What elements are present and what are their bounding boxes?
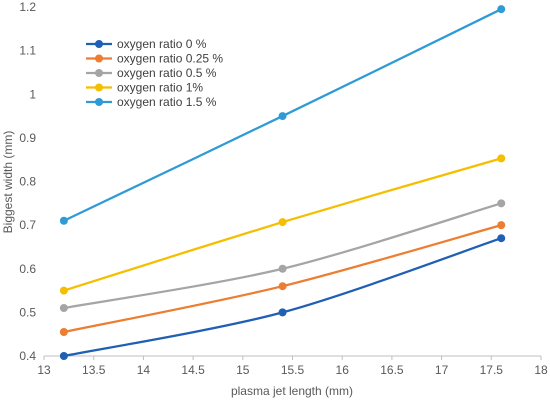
series-group bbox=[59, 234, 506, 360]
data-point bbox=[59, 328, 68, 337]
legend-item: oxygen ratio 0 % bbox=[86, 37, 207, 51]
series-group bbox=[59, 221, 506, 337]
legend-swatch-marker bbox=[95, 69, 103, 77]
data-point bbox=[278, 218, 287, 227]
legend-swatch-marker bbox=[95, 40, 103, 48]
x-tick-label: 18 bbox=[534, 363, 548, 377]
data-point bbox=[59, 304, 68, 313]
x-tick-label: 16 bbox=[336, 363, 350, 377]
y-axis-title: Biggest width (mm) bbox=[1, 131, 15, 234]
y-tick-label: 1.2 bbox=[19, 0, 36, 14]
y-tick-label: 0.8 bbox=[19, 175, 36, 189]
legend-label: oxygen ratio 0.25 % bbox=[117, 52, 223, 66]
series-group bbox=[59, 5, 506, 225]
data-point bbox=[497, 5, 506, 14]
y-tick-label: 0.4 bbox=[19, 349, 36, 363]
legend-label: oxygen ratio 1.5 % bbox=[117, 95, 217, 109]
legend-item: oxygen ratio 1% bbox=[86, 81, 203, 95]
series-group bbox=[59, 199, 506, 313]
data-point bbox=[278, 112, 287, 121]
y-tick-label: 0.9 bbox=[19, 131, 36, 145]
legend-item: oxygen ratio 0.25 % bbox=[86, 52, 223, 66]
data-point bbox=[59, 286, 68, 295]
data-point bbox=[497, 199, 506, 208]
legend-item: oxygen ratio 0.5 % bbox=[86, 66, 217, 80]
legend-label: oxygen ratio 1% bbox=[117, 81, 203, 95]
x-axis-title: plasma jet length (mm) bbox=[231, 384, 353, 398]
data-point bbox=[497, 154, 506, 163]
legend-label: oxygen ratio 0.5 % bbox=[117, 66, 217, 80]
data-point bbox=[59, 352, 68, 360]
x-tick-label: 15 bbox=[236, 363, 250, 377]
x-tick-label: 14 bbox=[137, 363, 151, 377]
data-point bbox=[59, 216, 68, 225]
y-tick-label: 1.1 bbox=[19, 44, 36, 58]
axes: 13 13.5 14 14.5 15 15.5 16 16.5 17 17.5 18 0.4 0.5 0.… bbox=[19, 0, 548, 377]
legend: oxygen ratio 0 %oxygen ratio 0.25 %oxyge… bbox=[86, 37, 223, 109]
legend-swatch-marker bbox=[95, 83, 103, 92]
x-tick-label: 15.5 bbox=[281, 363, 305, 377]
series-lines bbox=[59, 5, 506, 360]
legend-swatch-marker bbox=[95, 54, 103, 63]
legend-item: oxygen ratio 1.5 % bbox=[86, 95, 217, 109]
x-tick-label: 17 bbox=[435, 363, 449, 377]
x-tick-label: 13 bbox=[37, 363, 51, 377]
x-tick-label: 16.5 bbox=[380, 363, 404, 377]
x-tick-label: 17.5 bbox=[480, 363, 504, 377]
y-tick-label: 1 bbox=[29, 87, 36, 101]
data-point bbox=[497, 234, 506, 243]
legend-label: oxygen ratio 0 % bbox=[117, 37, 207, 51]
series-group bbox=[59, 154, 506, 295]
data-point bbox=[278, 264, 287, 273]
data-point bbox=[278, 308, 287, 317]
data-point bbox=[497, 221, 506, 230]
y-tick-label: 0.5 bbox=[19, 305, 36, 319]
x-tick-label: 13.5 bbox=[82, 363, 106, 377]
x-tick-label: 14.5 bbox=[181, 363, 205, 377]
y-tick-label: 0.7 bbox=[19, 218, 36, 232]
legend-swatch-marker bbox=[95, 98, 103, 106]
data-point bbox=[278, 282, 287, 291]
y-tick-label: 0.6 bbox=[19, 262, 36, 276]
